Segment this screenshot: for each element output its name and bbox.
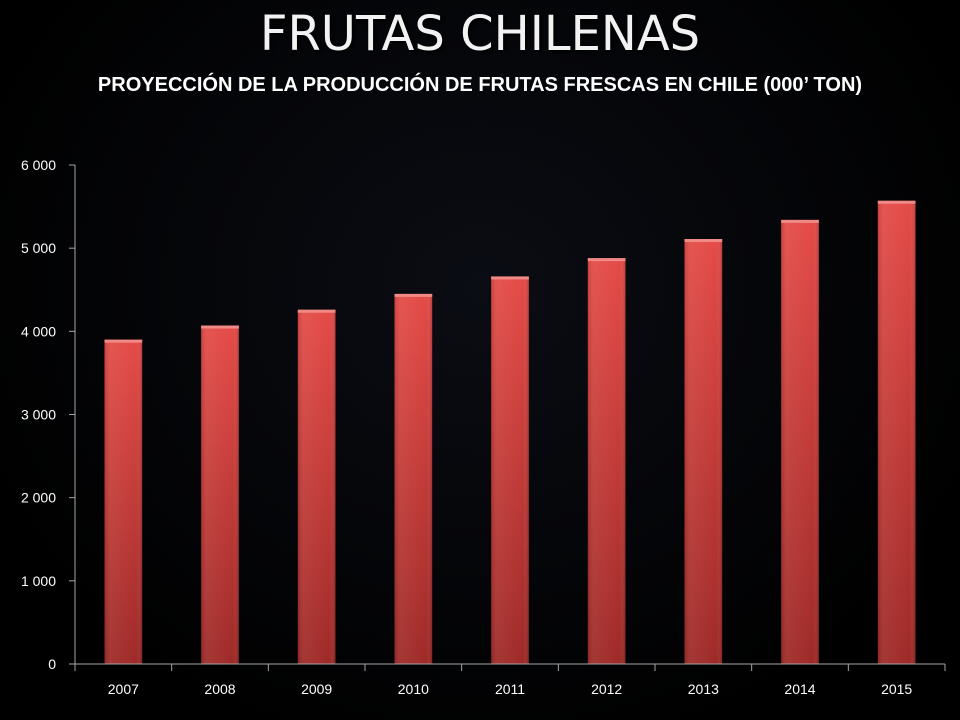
y-tick-label: 2 000 (21, 490, 56, 506)
bar-2013 (684, 239, 723, 665)
bar-2007 (104, 339, 143, 664)
bar-2012 (587, 258, 626, 664)
bar-shading (394, 293, 433, 664)
bar-shading (684, 239, 723, 665)
x-tick-label: 2007 (108, 681, 139, 697)
y-tick-label: 4 000 (21, 323, 56, 339)
x-tick-label: 2015 (881, 681, 912, 697)
y-tick-label: 6 000 (21, 157, 56, 173)
x-tick-label: 2011 (495, 681, 525, 697)
bar-shading (104, 339, 143, 664)
bar-2014 (781, 219, 819, 664)
bar-top-highlight (394, 293, 433, 297)
bar-top-highlight (877, 200, 916, 204)
y-tick-label: 5 000 (21, 240, 56, 256)
bar-2010 (394, 293, 433, 664)
y-axis: 0 1 000 2 000 3 000 4 000 5 000 6 000 (21, 157, 76, 672)
bar-top-highlight (587, 258, 626, 262)
bar-shading (877, 200, 916, 665)
bar-2015 (877, 200, 916, 665)
x-tick-label: 2008 (204, 681, 235, 697)
x-tick-label: 2009 (301, 681, 332, 697)
bar-top-highlight (684, 239, 723, 243)
bars (104, 200, 916, 665)
bar-2011 (491, 276, 529, 664)
bar-top-highlight (781, 219, 819, 223)
bar-top-highlight (297, 309, 336, 313)
x-tick-label: 2010 (398, 681, 429, 697)
slide-title: FRUTAS CHILENAS (259, 6, 701, 62)
bar-shading (781, 219, 819, 664)
bar-2008 (201, 325, 239, 664)
y-tick-label: 1 000 (21, 573, 56, 589)
bar-top-highlight (104, 339, 143, 343)
bar-shading (587, 258, 626, 664)
bar-shading (491, 276, 529, 664)
bar-top-highlight (491, 276, 529, 280)
bar-shading (201, 325, 239, 664)
x-tick-label: 2014 (784, 681, 815, 697)
x-tick-label: 2012 (591, 681, 622, 697)
bar-shading (297, 309, 336, 664)
y-tick-label: 0 (48, 656, 56, 672)
y-tick-label: 3 000 (21, 407, 56, 423)
bar-2009 (297, 309, 336, 664)
x-tick-label: 2013 (688, 681, 719, 697)
x-axis: 2007 2008 2009 2010 2011 2012 2013 2014 2015 (74, 663, 946, 697)
chart-subtitle: PROYECCIÓN DE LA PRODUCCIÓN DE FRUTAS FR… (97, 74, 863, 96)
bar-top-highlight (201, 325, 239, 329)
